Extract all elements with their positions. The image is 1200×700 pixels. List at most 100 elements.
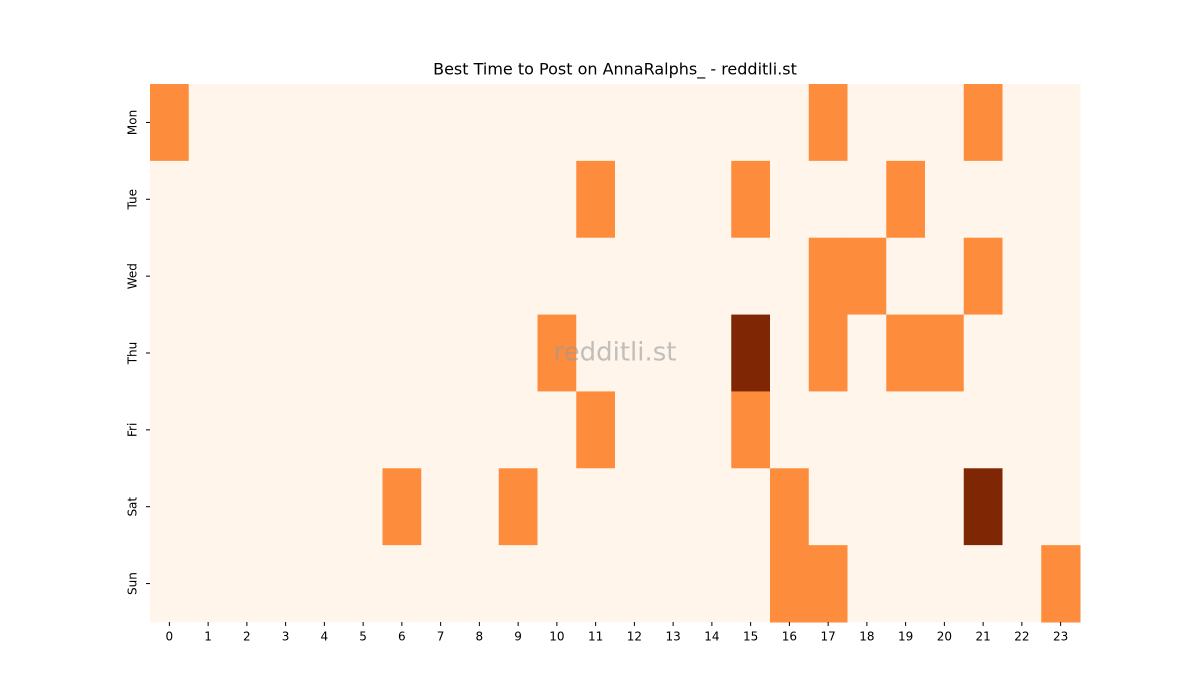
cell [963, 160, 1003, 239]
cell [576, 468, 616, 546]
cell [692, 545, 732, 623]
cell [653, 160, 693, 239]
x-tick-label: 5 [359, 630, 367, 644]
cell [460, 84, 500, 162]
cell [305, 160, 345, 239]
cell [808, 84, 848, 162]
cell [188, 237, 228, 316]
cell [150, 84, 190, 162]
cell [460, 160, 500, 239]
cell [886, 237, 926, 316]
cell [227, 468, 267, 546]
cell [692, 84, 732, 162]
cell [770, 160, 810, 239]
cell [653, 468, 693, 546]
cell [847, 160, 887, 239]
cell [692, 160, 732, 239]
y-tick-label: Fri [126, 423, 140, 437]
cell [150, 314, 190, 392]
cell [460, 391, 500, 469]
x-tick-label: 6 [398, 630, 406, 644]
cell [808, 545, 848, 623]
cell [847, 468, 887, 546]
cell [343, 237, 383, 316]
cell [770, 468, 810, 546]
x-tick-label: 9 [514, 630, 522, 644]
cell [537, 160, 577, 239]
cell [498, 391, 538, 469]
x-tick-label: 20 [937, 630, 952, 644]
cell [188, 468, 228, 546]
cell [460, 314, 500, 392]
chart-title: Best Time to Post on AnnaRalphs_ - reddi… [433, 60, 797, 80]
cell [266, 160, 306, 239]
cell [1002, 237, 1042, 316]
cell [343, 84, 383, 162]
cell [731, 160, 771, 239]
cell [266, 84, 306, 162]
cell [576, 314, 616, 392]
cell [808, 160, 848, 239]
cell [498, 468, 538, 546]
cell [925, 160, 965, 239]
y-tick-label: Wed [126, 263, 140, 289]
cell [305, 314, 345, 392]
cell [150, 237, 190, 316]
cell [343, 468, 383, 546]
y-tick-label: Mon [126, 110, 140, 135]
cell [382, 237, 422, 316]
cell [188, 545, 228, 623]
cell [188, 314, 228, 392]
cell [1002, 391, 1042, 469]
x-tick-label: 21 [975, 630, 990, 644]
cell [498, 545, 538, 623]
y-tick-label: Tue [126, 189, 140, 211]
cell [1002, 160, 1042, 239]
cell [731, 314, 771, 392]
cell [343, 314, 383, 392]
x-tick-label: 2 [243, 630, 251, 644]
cell [653, 545, 693, 623]
cell [188, 84, 228, 162]
cell [886, 160, 926, 239]
y-tick-label: Sat [126, 497, 140, 517]
cell [382, 391, 422, 469]
cell [576, 545, 616, 623]
cell [382, 314, 422, 392]
y-tick-label: Thu [126, 342, 140, 366]
cell [421, 160, 461, 239]
cell [770, 391, 810, 469]
x-tick-label: 17 [820, 630, 835, 644]
cell [808, 468, 848, 546]
cell [847, 545, 887, 623]
cell [963, 545, 1003, 623]
cell [537, 314, 577, 392]
cell [227, 160, 267, 239]
cell [421, 237, 461, 316]
cell [808, 391, 848, 469]
cell [150, 468, 190, 546]
cell [576, 237, 616, 316]
cell [615, 545, 655, 623]
cell [576, 84, 616, 162]
cell [770, 237, 810, 316]
cell [382, 84, 422, 162]
cell [382, 160, 422, 239]
x-tick-label: 14 [704, 630, 719, 644]
cell [615, 84, 655, 162]
cell [886, 468, 926, 546]
cell [847, 314, 887, 392]
cell [770, 545, 810, 623]
cell [343, 391, 383, 469]
cell [1041, 468, 1081, 546]
x-tick-label: 7 [437, 630, 445, 644]
cell [576, 391, 616, 469]
cell [615, 237, 655, 316]
cell [421, 314, 461, 392]
cell [770, 84, 810, 162]
x-tick-label: 4 [321, 630, 329, 644]
x-tick-label: 15 [743, 630, 758, 644]
cell [1041, 314, 1081, 392]
cell [731, 468, 771, 546]
